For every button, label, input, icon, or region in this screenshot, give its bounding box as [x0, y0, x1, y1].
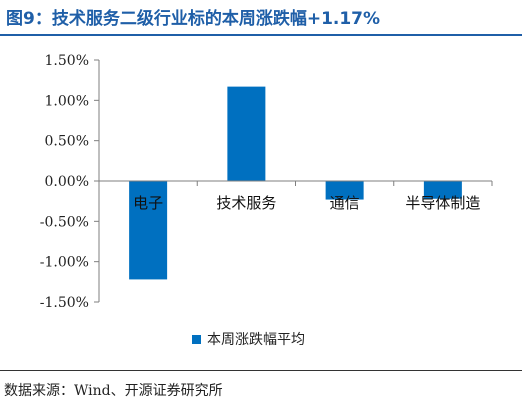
- y-tick-label: -1.50%: [40, 295, 89, 311]
- page-title: 图9：技术服务二级行业标的本周涨跌幅+1.17%: [6, 9, 381, 29]
- x-tick-label: 半导体制造: [405, 194, 480, 212]
- x-tick-label: 通信: [330, 194, 360, 212]
- bar-chart: 1.50% 1.00% 0.50% 0.00% -0.50% -1.00% -1.50% 电…: [40, 53, 493, 348]
- y-tick-label: 1.50%: [45, 53, 89, 69]
- legend: 本周涨跌幅平均: [192, 332, 305, 348]
- y-tick-label: -0.50%: [40, 214, 89, 230]
- y-tick-label: 0.00%: [45, 174, 89, 190]
- bar: [129, 181, 168, 280]
- legend-swatch: [192, 335, 201, 344]
- source-note: 数据来源：Wind、开源证券研究所: [4, 383, 223, 399]
- bars: [129, 86, 462, 280]
- y-tick-label: 0.50%: [45, 134, 89, 150]
- x-axis: 电子 技术服务 通信 半导体制造: [98, 180, 493, 212]
- x-tick-label: 技术服务: [216, 194, 276, 212]
- source-divider: [0, 370, 522, 371]
- legend-label: 本周涨跌幅平均: [207, 332, 305, 348]
- y-axis: 1.50% 1.00% 0.50% 0.00% -0.50% -1.00% -1.50%: [40, 53, 100, 311]
- title-divider: [0, 34, 522, 36]
- y-tick-label: -1.00%: [40, 255, 89, 271]
- bar: [325, 181, 364, 200]
- x-tick-label: 电子: [133, 194, 163, 212]
- bar: [423, 181, 462, 199]
- y-tick-label: 1.00%: [45, 93, 89, 109]
- bar: [227, 86, 266, 181]
